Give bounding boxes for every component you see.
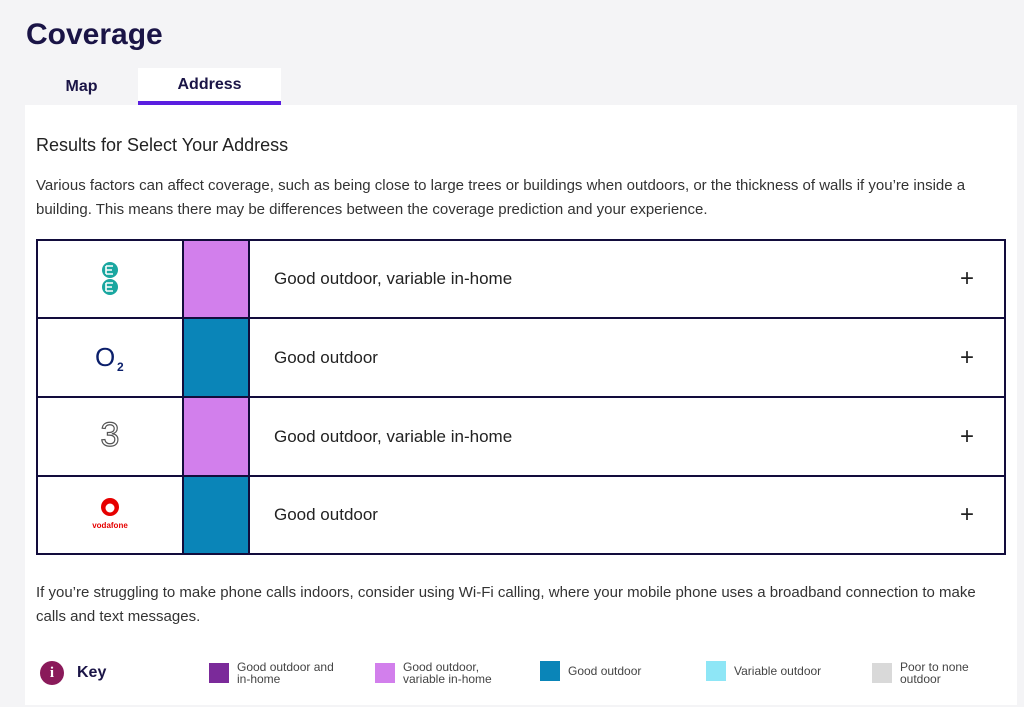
status-text: Good outdoor, variable in-home xyxy=(274,269,513,288)
tab[interactable]: Map xyxy=(65,77,98,95)
logo-text: O xyxy=(95,342,115,372)
network-logo: vodafone xyxy=(38,477,182,553)
paragraph: If you’re struggling to make phone calls… xyxy=(36,584,976,625)
key-swatch xyxy=(375,663,395,683)
logo-text: 3 xyxy=(101,416,120,454)
logo-text: vodafone xyxy=(92,521,128,530)
key-item: Good outdoor and in-home xyxy=(209,661,342,685)
key-item: Good outdoor xyxy=(540,661,673,681)
coverage-row[interactable]: Good outdoor, variable in-home + xyxy=(36,239,1006,318)
key-item: Variable outdoor xyxy=(706,661,839,681)
key-label: Good outdoor xyxy=(568,664,642,678)
expand-toggle[interactable]: + xyxy=(959,265,974,292)
heading: Results for Select Your Address xyxy=(36,135,289,155)
network-logo: 3 xyxy=(38,398,182,475)
status-text: Good outdoor, variable in-home xyxy=(274,426,513,446)
status-swatch xyxy=(182,477,250,553)
network-logo xyxy=(38,241,182,317)
tab[interactable]: Address xyxy=(138,68,281,105)
status-swatch xyxy=(182,398,250,475)
logo-shape xyxy=(105,265,113,275)
page-title: Coverage xyxy=(26,18,163,51)
expand-toggle[interactable]: + xyxy=(959,422,974,450)
key-swatch xyxy=(706,661,726,681)
logo-shape xyxy=(105,282,113,292)
expand-toggle[interactable]: + xyxy=(959,501,974,528)
status-text: Good outdoor xyxy=(274,347,378,367)
key: i Key xyxy=(40,661,106,685)
key-label: Good outdoor, variable in-home xyxy=(403,660,492,686)
key-title: Key xyxy=(77,664,107,681)
key-label: Poor to none outdoor xyxy=(900,660,969,686)
key-item: Good outdoor, variable in-home xyxy=(375,661,508,685)
info-icon: i xyxy=(40,661,64,685)
coverage-row[interactable]: 3 Good outdoor, variable in-home + xyxy=(36,397,1006,476)
expand-toggle[interactable]: + xyxy=(959,343,974,371)
status-text: Good outdoor xyxy=(274,505,378,524)
logo-text: 2 xyxy=(117,360,124,374)
key-item: Poor to none outdoor xyxy=(872,661,1005,685)
coverage-row[interactable]: vodafone Good outdoor + xyxy=(36,476,1006,555)
key-swatch xyxy=(209,663,229,683)
coverage-table: Good outdoor, variable in-home + O 2 Good ou… xyxy=(36,239,1006,555)
status-swatch xyxy=(182,319,250,396)
key-swatch xyxy=(540,661,560,681)
key-label: Variable outdoor xyxy=(734,664,822,678)
logo-shape xyxy=(105,503,115,513)
logo-graphic: 3 xyxy=(100,415,120,454)
key-swatch xyxy=(872,663,892,683)
logo-graphic xyxy=(102,262,118,295)
key-label: Good outdoor and in-home xyxy=(237,660,334,686)
status-swatch xyxy=(182,241,250,317)
logo-graphic: vodafone xyxy=(92,498,128,530)
paragraph: Various factors can affect coverage, suc… xyxy=(36,177,966,218)
coverage-row[interactable]: O 2 Good outdoor + xyxy=(36,318,1006,397)
